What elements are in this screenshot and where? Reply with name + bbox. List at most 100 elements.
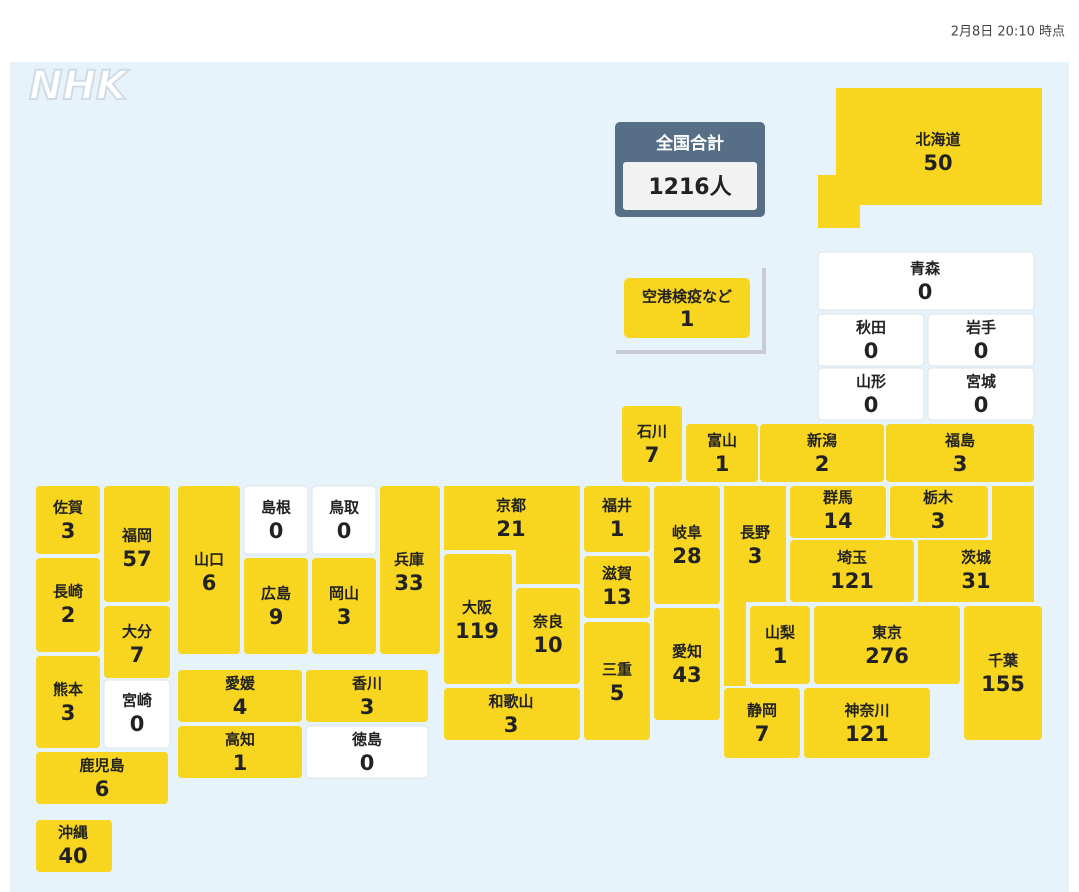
prefecture-name: 高知 <box>225 731 255 749</box>
prefecture-count: 6 <box>95 777 110 801</box>
prefecture-count: 3 <box>61 701 76 725</box>
prefecture-name: 徳島 <box>351 731 382 749</box>
prefecture-tile <box>36 486 100 554</box>
prefecture-name: 愛媛 <box>225 675 256 693</box>
prefecture-name: 鹿児島 <box>79 757 124 775</box>
prefecture-tile <box>654 486 720 604</box>
prefecture-count: 121 <box>845 722 889 746</box>
prefecture-name: 佐賀 <box>52 499 83 517</box>
prefecture-tile <box>244 558 308 654</box>
prefecture-name: 神奈川 <box>844 702 889 720</box>
prefecture-name: 広島 <box>261 585 291 603</box>
prefecture-name: 青森 <box>910 260 941 278</box>
prefecture-tile <box>104 486 170 602</box>
prefecture-count: 5 <box>610 681 625 705</box>
prefecture-tile <box>380 486 440 654</box>
prefecture-name: 京都 <box>496 497 526 515</box>
prefecture-tile <box>311 485 377 555</box>
prefecture-count: 0 <box>918 280 933 304</box>
prefecture-name: 千葉 <box>988 652 1019 670</box>
prefecture-tile <box>724 688 800 758</box>
prefecture-count: 10 <box>533 633 562 657</box>
prefecture-count: 2 <box>61 603 76 627</box>
prefecture-name: 大阪 <box>462 599 493 617</box>
prefecture-tile <box>890 486 988 538</box>
prefecture-count: 7 <box>130 643 145 667</box>
prefecture-count: 13 <box>602 585 631 609</box>
prefecture-count: 0 <box>337 519 352 543</box>
prefecture-count: 50 <box>923 151 952 175</box>
prefecture-tile <box>305 725 429 779</box>
prefecture-name: 群馬 <box>823 489 853 507</box>
prefecture-tile <box>584 486 650 552</box>
prefecture-name: 愛知 <box>672 643 702 661</box>
prefecture-tile <box>444 688 580 740</box>
prefecture-name: 宮城 <box>966 373 996 391</box>
prefecture-tile <box>654 608 720 720</box>
prefecture-count: 1 <box>715 452 730 476</box>
prefecture-tile <box>886 424 1034 482</box>
prefecture-name: 大分 <box>122 623 152 641</box>
prefecture-count: 0 <box>974 339 989 363</box>
total-label: 全国合計 <box>655 133 724 154</box>
prefecture-count: 21 <box>496 517 525 541</box>
prefecture-tile <box>243 485 309 555</box>
prefecture-tile <box>686 424 758 482</box>
prefecture-tile <box>918 486 1034 602</box>
prefecture-count: 3 <box>61 519 76 543</box>
prefecture-count: 4 <box>233 695 248 719</box>
prefecture-tile <box>817 251 1035 311</box>
prefecture-name: 秋田 <box>856 319 886 337</box>
prefecture-name: 和歌山 <box>488 693 533 711</box>
prefecture-name: 香川 <box>352 675 382 693</box>
prefecture-name: 石川 <box>636 423 667 441</box>
prefecture-tile <box>516 588 580 684</box>
prefecture-tile <box>36 656 100 748</box>
prefecture-name: 長野 <box>740 524 770 542</box>
prefecture-count: 276 <box>865 644 909 668</box>
prefecture-count: 1 <box>233 751 248 775</box>
prefecture-name: 富山 <box>707 432 737 450</box>
prefecture-count: 0 <box>130 712 145 736</box>
prefecture-tile <box>444 554 512 684</box>
prefecture-name: 三重 <box>602 661 632 679</box>
prefecture-count: 155 <box>981 672 1025 696</box>
prefecture-count: 3 <box>748 544 763 568</box>
total-value: 1216人 <box>648 175 731 200</box>
prefecture-tile <box>36 558 100 652</box>
prefecture-tile <box>814 606 960 684</box>
prefecture-count: 3 <box>953 452 968 476</box>
prefecture-count: 7 <box>645 443 660 467</box>
timestamp: 2月8日 20:10 時点 <box>951 25 1065 40</box>
prefecture-count: 0 <box>864 339 879 363</box>
prefecture-tile <box>818 88 1042 228</box>
prefecture-name: 福島 <box>944 432 975 450</box>
airport-shadow <box>616 268 766 354</box>
prefecture-tile <box>927 367 1035 421</box>
prefecture-tile <box>103 679 171 749</box>
prefecture-tile <box>584 556 650 618</box>
prefecture-tile <box>444 486 580 584</box>
prefecture-tile <box>306 670 428 722</box>
prefecture-name: 熊本 <box>53 681 83 699</box>
logo: NHK <box>29 63 130 109</box>
prefecture-tile <box>817 313 925 367</box>
total-value-box <box>623 162 757 210</box>
prefecture-count: 0 <box>974 393 989 417</box>
prefecture-name: 埼玉 <box>837 549 867 567</box>
prefecture-count: 121 <box>830 569 874 593</box>
prefecture-name: 北海道 <box>915 131 960 149</box>
prefecture-count: 33 <box>394 571 423 595</box>
prefecture-count: 1 <box>610 517 625 541</box>
prefecture-name: 岐阜 <box>672 524 702 542</box>
prefecture-name: 静岡 <box>747 702 777 720</box>
prefecture-name: 鳥取 <box>329 499 360 517</box>
prefecture-count: 28 <box>672 544 701 568</box>
prefecture-tile <box>927 313 1035 367</box>
prefecture-count: 7 <box>755 722 770 746</box>
prefecture-tile <box>817 367 925 421</box>
prefecture-count: 0 <box>360 751 375 775</box>
prefecture-tile <box>760 424 884 482</box>
prefecture-count: 14 <box>823 509 852 533</box>
